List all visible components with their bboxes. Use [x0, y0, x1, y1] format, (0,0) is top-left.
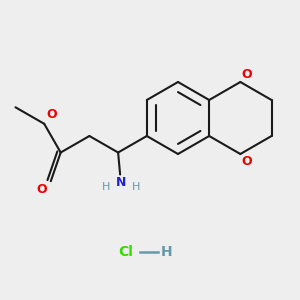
Text: N: N [116, 176, 126, 190]
Text: O: O [36, 183, 47, 196]
Text: O: O [46, 108, 57, 121]
Text: H: H [132, 182, 140, 193]
Text: Cl: Cl [118, 245, 133, 259]
Text: H: H [161, 245, 172, 259]
Text: O: O [242, 155, 252, 168]
Text: O: O [242, 68, 252, 81]
Text: H: H [102, 182, 110, 193]
